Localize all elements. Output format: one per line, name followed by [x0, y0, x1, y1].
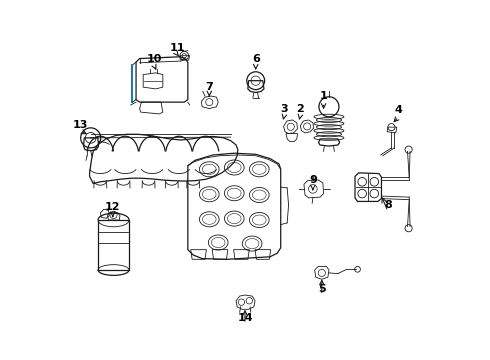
Text: 3: 3	[280, 104, 288, 113]
Text: 14: 14	[237, 312, 253, 323]
Text: 10: 10	[146, 54, 162, 64]
Text: 2: 2	[296, 104, 304, 113]
Text: 12: 12	[105, 202, 121, 212]
Text: 8: 8	[384, 200, 392, 210]
Text: 9: 9	[309, 175, 317, 185]
Text: 5: 5	[318, 284, 326, 294]
Text: 1: 1	[319, 91, 327, 101]
Text: 13: 13	[73, 120, 88, 130]
Text: 7: 7	[205, 82, 213, 92]
Text: 11: 11	[170, 43, 185, 53]
Text: 4: 4	[394, 105, 403, 115]
Text: 6: 6	[252, 54, 260, 64]
